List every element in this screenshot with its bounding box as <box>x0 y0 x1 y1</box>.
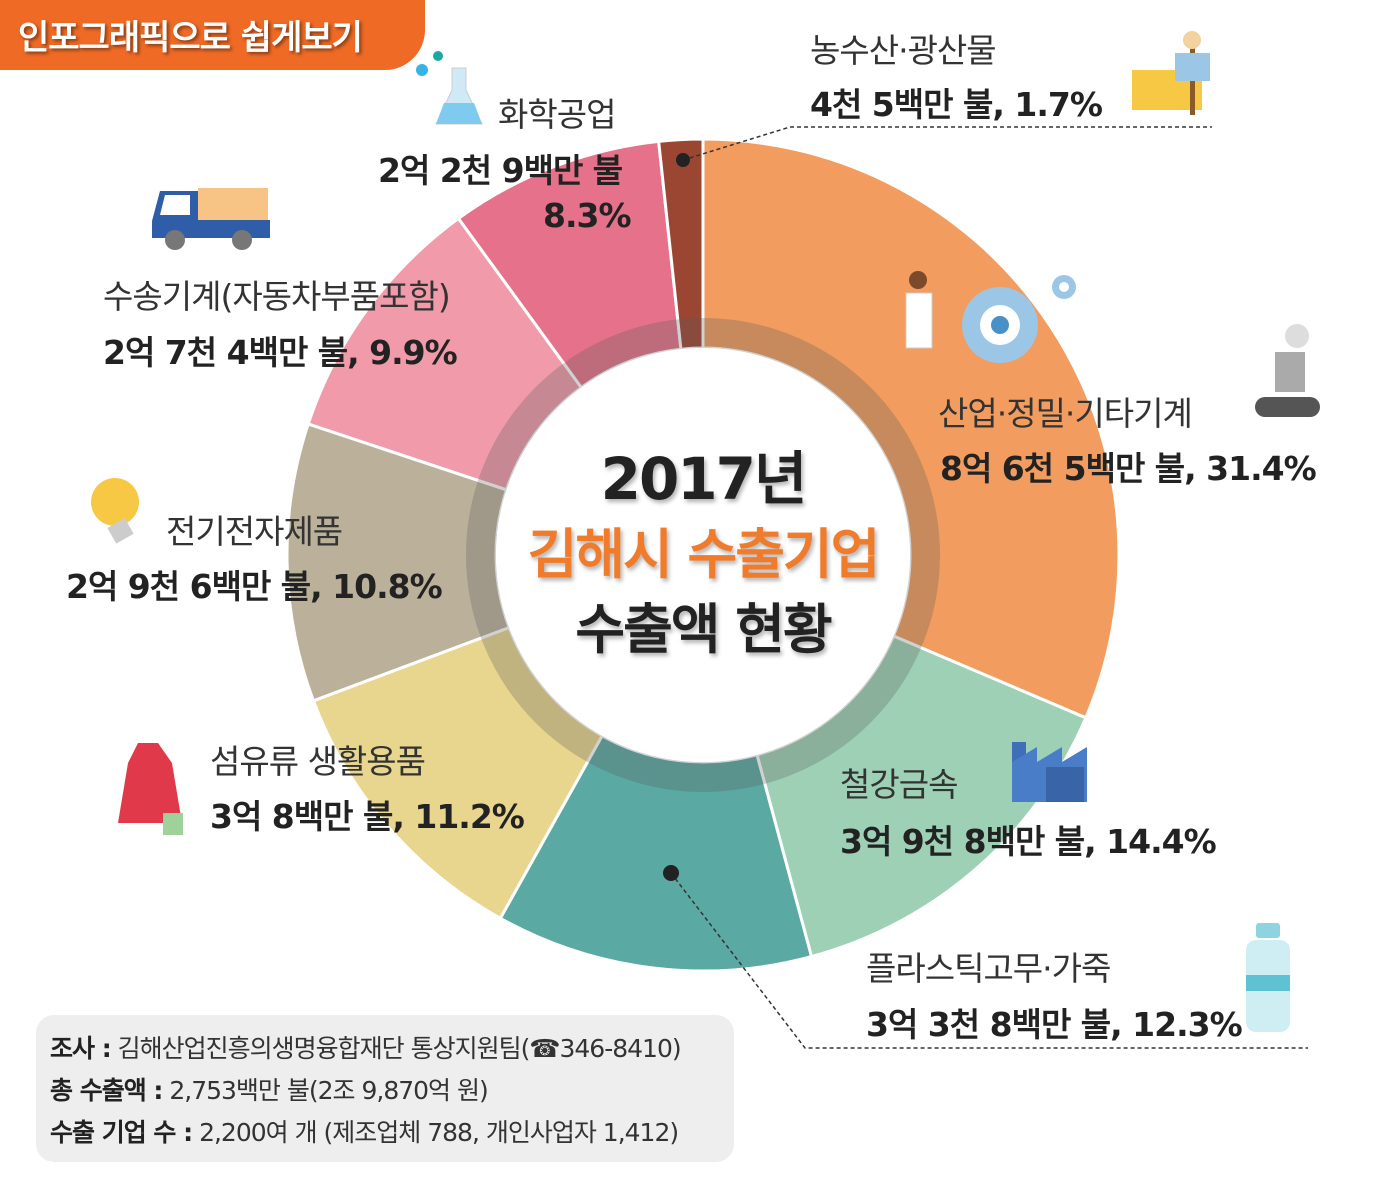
robot-icon <box>1255 324 1320 417</box>
light-bulb-icon <box>91 478 139 544</box>
survey-label: 조사 : <box>50 1034 112 1063</box>
textile-name: 섬유류 생활용품 <box>210 742 426 781</box>
inner-ring <box>466 318 940 792</box>
electronics-name: 전기전자제품 <box>166 512 343 551</box>
center-title: 김해시 수출기업 <box>527 523 881 586</box>
machinery-value: 8억 6천 5백만 불, 31.4% <box>940 449 1317 488</box>
source-note-box: 조사 : 김해산업진흥의생명융합재단 통상지원팀(☎346-8410) 총 수출… <box>36 1015 734 1162</box>
plastic-value: 3억 3천 8백만 불, 12.3% <box>866 1005 1243 1044</box>
total-text: 2,753백만 불(2조 9,870억 원) <box>169 1076 488 1105</box>
machinery-name: 산업·정밀·기타기계 <box>938 394 1193 433</box>
agri-value: 4천 5백만 불, 1.7% <box>810 85 1103 124</box>
survey-text: 김해산업진흥의생명융합재단 통상지원팀(☎346-8410) <box>117 1034 682 1063</box>
truck-icon <box>152 188 270 250</box>
transport-name: 수송기계(자동차부품포함) <box>103 277 451 316</box>
engineer-gear-icon <box>905 271 1076 363</box>
total-label: 총 수출액 : <box>50 1076 163 1105</box>
count-label: 수출 기업 수 : <box>50 1118 193 1147</box>
factory-icon <box>1012 742 1087 802</box>
center-year: 2017년 <box>600 445 808 513</box>
center-subtitle: 수출액 현황 <box>575 598 832 661</box>
flask-icon <box>416 51 483 125</box>
leader-lines <box>663 126 1308 1049</box>
chemical-value: 2억 2천 9백만 불 <box>378 151 623 190</box>
plastic-name: 플라스틱고무·가죽 <box>866 949 1111 988</box>
chemical-name: 화학공업 <box>498 95 616 134</box>
count-text: 2,200여 개 (제조업체 788, 개인사업자 1,412) <box>199 1118 679 1147</box>
dress-icon <box>118 743 183 835</box>
agri-name: 농수산·광산물 <box>810 31 997 70</box>
textile-value: 3억 8백만 불, 11.2% <box>210 797 525 836</box>
water-bottle-icon <box>1246 923 1290 1032</box>
center-circle <box>496 348 910 762</box>
scarecrow-wheat-icon <box>1132 31 1210 115</box>
steel-name: 철강금속 <box>840 765 958 804</box>
chemical-percent: 8.3% <box>543 196 632 235</box>
badge-label: 인포그래픽으로 쉽게보기 <box>18 18 363 58</box>
electronics-value: 2억 9천 6백만 불, 10.8% <box>66 567 443 606</box>
transport-value: 2억 7천 4백만 불, 9.9% <box>103 333 458 372</box>
infographic-badge: 인포그래픽으로 쉽게보기 <box>0 0 425 70</box>
steel-value: 3억 9천 8백만 불, 14.4% <box>840 822 1217 861</box>
